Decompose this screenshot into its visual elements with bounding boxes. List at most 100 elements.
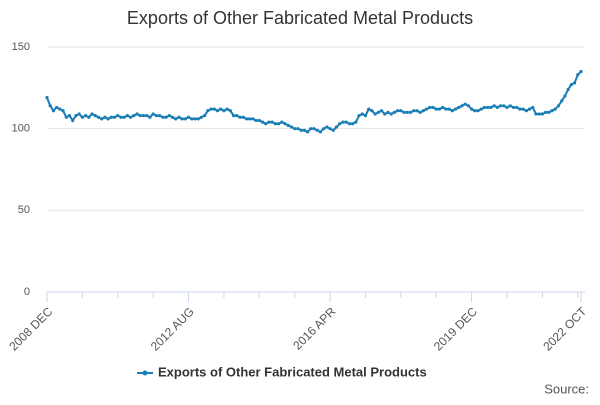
point: [466, 104, 471, 108]
point: [453, 107, 458, 111]
point: [376, 110, 380, 114]
x-tick-label: 2008 DEC: [6, 304, 55, 353]
point: [386, 110, 390, 114]
point: [569, 82, 573, 87]
point: [383, 112, 387, 116]
point: [80, 115, 84, 119]
point: [103, 115, 107, 119]
point: [441, 105, 445, 110]
point: [476, 109, 480, 113]
point: [515, 105, 519, 110]
point: [209, 107, 213, 111]
point: [396, 109, 400, 113]
point: [177, 115, 181, 119]
point: [90, 112, 94, 116]
point: [508, 104, 512, 108]
point: [502, 104, 506, 108]
point: [482, 105, 487, 110]
point: [109, 115, 113, 119]
point: [293, 127, 297, 131]
point: [534, 112, 538, 116]
point: [486, 105, 490, 110]
point: [84, 114, 88, 118]
legend-label: Exports of Other Fabricated Metal Produc…: [158, 364, 427, 379]
point: [331, 128, 335, 132]
point: [257, 118, 261, 123]
point: [299, 128, 303, 132]
x-tick-label: 2016 APR: [290, 304, 338, 352]
point: [174, 117, 178, 121]
point: [473, 109, 477, 113]
point: [544, 110, 548, 114]
point: [244, 117, 249, 121]
point: [228, 109, 232, 113]
point: [145, 114, 149, 118]
point: [460, 104, 464, 108]
point: [563, 94, 567, 98]
point: [154, 114, 158, 118]
point: [418, 110, 422, 114]
point: [106, 117, 110, 121]
point: [579, 69, 583, 74]
point: [157, 114, 162, 118]
point: [286, 123, 290, 127]
point: [434, 107, 438, 111]
point: [318, 130, 323, 134]
point: [138, 114, 142, 118]
point: [347, 122, 351, 126]
point: [77, 112, 81, 116]
point: [161, 115, 165, 119]
point: [67, 114, 72, 118]
point: [112, 115, 117, 119]
series-line: [46, 70, 582, 134]
point: [379, 109, 384, 113]
point: [48, 104, 52, 108]
point: [96, 115, 101, 119]
point: [341, 120, 345, 124]
point: [540, 112, 544, 116]
point: [489, 105, 493, 110]
point: [402, 110, 406, 114]
point: [450, 109, 454, 113]
point: [196, 117, 200, 121]
point: [495, 105, 499, 110]
point: [190, 117, 194, 121]
point: [527, 107, 532, 111]
point: [277, 122, 281, 126]
point: [424, 107, 429, 111]
point: [576, 73, 580, 77]
point: [518, 107, 522, 111]
point: [370, 109, 374, 113]
point: [344, 120, 348, 124]
x-tick-label: 2022 OCT: [540, 304, 590, 354]
point: [373, 112, 377, 116]
point: [322, 127, 326, 131]
point: [170, 115, 175, 119]
point: [45, 96, 49, 100]
point: [270, 120, 274, 124]
point: [248, 117, 252, 121]
point: [296, 127, 300, 131]
point: [186, 115, 191, 119]
point: [309, 127, 313, 131]
point: [215, 109, 220, 113]
point: [479, 107, 483, 111]
point: [280, 120, 284, 124]
point: [556, 104, 561, 108]
point: [351, 122, 355, 126]
y-tick-label: 150: [12, 41, 30, 53]
point: [302, 128, 306, 132]
point: [119, 115, 123, 119]
point: [357, 114, 361, 118]
point: [566, 87, 570, 92]
x-tick-label: 2012 AUG: [148, 304, 197, 353]
point: [315, 128, 319, 132]
point: [457, 105, 461, 110]
point: [312, 127, 316, 131]
point: [122, 115, 126, 119]
point: [141, 114, 146, 118]
point: [61, 109, 65, 113]
point: [180, 117, 184, 121]
point: [463, 102, 467, 106]
point: [354, 120, 358, 124]
